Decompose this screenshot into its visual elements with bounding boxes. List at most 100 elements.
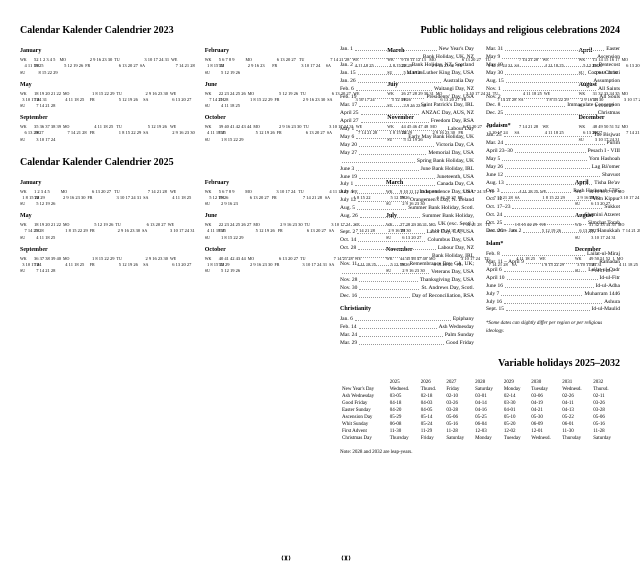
judaism-head: Judaism* (486, 122, 620, 131)
holiday-line: June 3June Bank Holiday, IRL (340, 166, 474, 174)
month-block: JanuaryWK52 1 2 3 4 5MO 2 9 16 23 30TU 3… (20, 48, 195, 76)
holiday-line: Mar. 24Palm Sunday (340, 332, 474, 340)
holiday-line: Feb. 14Ash Wednesday (340, 324, 474, 332)
page-logo-icon (340, 554, 360, 564)
holiday-line: Jan. 15Martin Luther King Day, USA (340, 70, 474, 78)
right-page: Public holidays and religious celebratio… (320, 0, 640, 576)
holiday-line: Sept. 15Id-ul-Maulid (486, 306, 620, 314)
holiday-line: Bank Holiday, UK, NZ (340, 54, 474, 62)
holiday-line: Mar. 24Purim (486, 140, 620, 148)
holiday-line: May 9Ascension (486, 54, 620, 62)
holiday-line: Mar. 29Good Friday (340, 340, 474, 348)
holiday-line: Jan. 26Australia Day (340, 78, 474, 86)
holiday-line: Oct. 3Rosh Hashanah 5785 (486, 188, 620, 196)
holiday-line: Dec. 16Day of Reconciliation, RSA (340, 293, 474, 301)
variable-title: Variable holidays 2025–2032 (340, 358, 620, 369)
holiday-line: Nov. 30St. Andrews Day, Scotl. (340, 285, 474, 293)
footnote: *Some dates can slightly differ per regi… (486, 320, 620, 335)
christianity-head: Christianity (340, 305, 474, 314)
holiday-line: Oct. 25Simchat Torah (486, 220, 620, 228)
holiday-line: Nov. 28Thanksgiving Day, USA (340, 277, 474, 285)
holiday-line: July 12Orangemen's Day, N. Ireland (340, 197, 474, 205)
holiday-line: Jan. 2Bank Holiday, NZ, Scotland (340, 62, 474, 70)
table-row: Easter Sunday04-2004-0503-2804-1604-0104… (340, 407, 620, 414)
holiday-line: April 6Lailat-ul-Qadr (486, 267, 620, 275)
islam-head: Islam* (486, 240, 620, 249)
variable-table: 20252026202720282029203020312032New Year… (340, 379, 620, 442)
holiday-line: May 30Corpus Christi (486, 70, 620, 78)
table-row: New Year's DayWednesd.Thursd.FridaySatur… (340, 386, 620, 393)
holiday-line: April 10Id-ul-Fitr (486, 275, 620, 283)
table-row: Ash Wednesday03-0502-1802-1003-0102-1403… (340, 393, 620, 400)
month-name: May (20, 213, 195, 219)
month-block: SeptemberWK36 37 38 39 40MO 1 8 15 22 29… (20, 247, 195, 275)
month-block: SeptemberWK35 36 37 38 39MO 4 11 18 25TU… (20, 115, 195, 143)
holiday-line: Sept. 2Labor Day, CA, USA (340, 229, 474, 237)
month-name: May (20, 82, 195, 88)
holidays-title: Public holidays and religious celebratio… (340, 25, 620, 36)
holiday-line: July 7Muharram 1446 (486, 291, 620, 299)
holiday-line: May 26Lag Bá'omer (486, 164, 620, 172)
holiday-line: Dec. 25Christmas (486, 110, 620, 118)
holiday-line: Aug. 5Summer Bank Holiday, Scotl. (340, 205, 474, 213)
holiday-line: Oct. 14Columbus Day, USA (340, 237, 474, 245)
holiday-line: Jan. 6Epiphany (340, 316, 474, 324)
holiday-line: UK (exc. Scotl.) (340, 221, 474, 229)
holiday-line: Veterans Day, USA (340, 269, 474, 277)
holiday-line: Nov. 11Remembrance Day, CA, UK; (340, 261, 474, 269)
left-page: Calendar Kalender Calendrier 2023 Januar… (0, 0, 320, 576)
holiday-line: Dec. 8Immaculate Conception (486, 102, 620, 110)
holiday-line: Feb. 19Presidents' Day, USA (340, 94, 474, 102)
holiday-line: May 20Victoria Day, CA (340, 142, 474, 150)
month-block: MayWK18 19 20 21 22MO 1 8 15 22 29TU 2 9… (20, 82, 195, 110)
holiday-line: Feb. 6Waitangi Day, NZ (340, 86, 474, 94)
holiday-line: July 1Canada Day, CA (340, 181, 474, 189)
holiday-line: Oct. 24Shemini Atzeret (486, 212, 620, 220)
holiday-line: July 4Independence Day, USA (340, 189, 474, 197)
months-2023: JanuaryWK52 1 2 3 4 5MO 2 9 16 23 30TU 3… (20, 48, 300, 143)
holiday-line: April 25ANZAC Day, AUS, NZ (340, 110, 474, 118)
cal-2025-title: Calendar Kalender Calendrier 2025 (20, 157, 300, 168)
month-block: JanuaryWK1 2 3 4 5MO 6 13 20 27TU 7 14 2… (20, 180, 195, 208)
holiday-line: May 5Yom Hashoah (486, 156, 620, 164)
page-logo-icon (280, 554, 300, 564)
holidays-list: Jan. 1New Year's DayBank Holiday, UK, NZ… (340, 46, 620, 348)
table-row: First Advent11-3011-2911-2812-0312-0212-… (340, 428, 620, 435)
holiday-line: Oct. 28Labour Day, NZ (340, 245, 474, 253)
holiday-line: Nov. 2All Souls (486, 94, 620, 102)
cal-2023-title: Calendar Kalender Calendrier 2023 (20, 25, 300, 36)
table-row: Ascension Day05-2905-1405-0605-2505-1005… (340, 414, 620, 421)
months-2025: JanuaryWK1 2 3 4 5MO 6 13 20 27TU 7 14 2… (20, 180, 300, 275)
month-name: September (20, 247, 195, 253)
table-row: Good Friday04-1804-0303-2604-1403-3004-1… (340, 400, 620, 407)
holiday-line: Nov. 1All Saints (486, 86, 620, 94)
holiday-line: Feb. 8Lailat-ul-Miraj (486, 251, 620, 259)
holiday-line: May 19Pentecost (486, 62, 620, 70)
holiday-line: Oct. 17–23Sukkot (486, 204, 620, 212)
holiday-line: Jan. 1New Year's Day (340, 46, 474, 54)
holiday-line: Mar. 17Saint Patrick's Day, IRL (340, 102, 474, 110)
holiday-line: Mar. 11 – April 9Ramadan (486, 259, 620, 267)
leap-note: Note: 2028 and 2032 are leap-years. (340, 450, 620, 455)
holiday-line: July 16Ashura (486, 299, 620, 307)
holiday-line: Spring Bank Holiday, UK (340, 158, 474, 166)
holiday-line: Dec. 26 – Jan. 2Hanukkah (486, 228, 620, 236)
month-name: September (20, 115, 195, 121)
holiday-line: June 16Id-ul-Adha (486, 283, 620, 291)
holiday-line: May 27Memorial Day, USA (340, 150, 474, 158)
holiday-line: Mar. 31Easter (486, 46, 620, 54)
holiday-line: Aug. 15Assumption (486, 78, 620, 86)
holiday-line: Jan. 25Toe Bisjwat (486, 132, 620, 140)
holiday-line: May 1Labour Day (340, 126, 474, 134)
month-block: MayWK18 19 20 21 22MO 5 12 19 26TU 6 13 … (20, 213, 195, 241)
holiday-line: April 23–30Pesach I - VIII (486, 148, 620, 156)
holiday-line: Oct. 12Yom Kippur (486, 196, 620, 204)
holiday-line: June 19Juneteenth, USA (340, 174, 474, 182)
month-name: January (20, 180, 195, 186)
month-name: January (20, 48, 195, 54)
table-row: Christmas DayThursdayFridaySaturdayMonda… (340, 435, 620, 442)
holiday-line: Bank Holiday, IRL (340, 253, 474, 261)
holiday-line: April 27Freedom Day, RSA (340, 118, 474, 126)
holiday-line: June 12Shavuot (486, 172, 620, 180)
table-row: Whit Sunday06-0805-2405-1606-0405-2006-0… (340, 421, 620, 428)
